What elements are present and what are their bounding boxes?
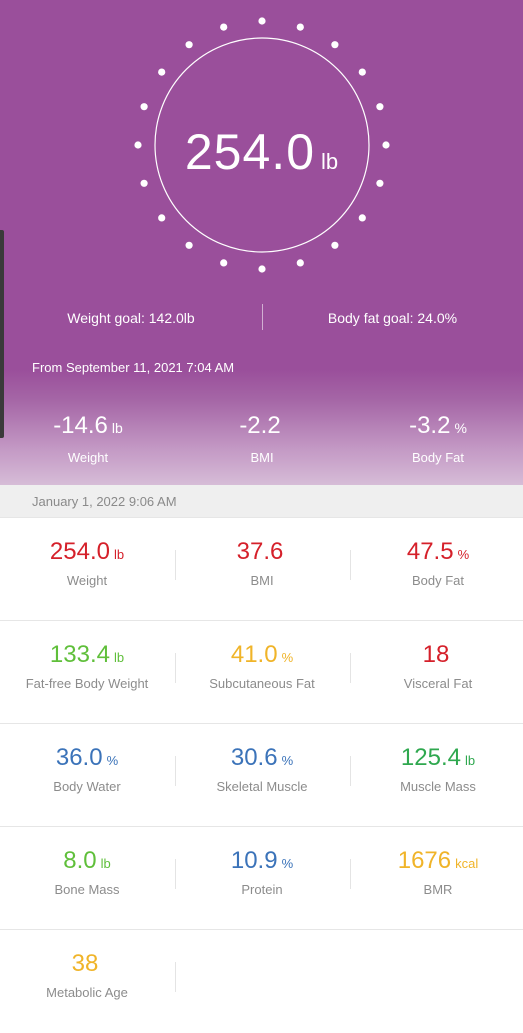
dial-tick-dot (158, 69, 165, 76)
metric-value: 254.0 (50, 538, 110, 565)
measurement-date-bar: January 1, 2022 9:06 AM (0, 485, 523, 517)
metric-value: 37.6 (237, 538, 284, 565)
metric-label: Muscle Mass (351, 779, 523, 794)
metric-weight[interactable]: 254.0 lb Weight (0, 518, 174, 621)
metric-body-fat[interactable]: 47.5% Body Fat (351, 518, 523, 621)
weight-summary-header: 254.0 lb Weight goal: 142.0lb Body fat go… (0, 0, 523, 485)
metrics-row: 133.4 lb Fat-free Body Weight 41.0% Subcu… (0, 620, 523, 724)
metric-unit: kcal (455, 856, 478, 871)
metric-bone-mass[interactable]: 8.0 lb Bone Mass (0, 827, 174, 930)
metric-label: BMI (175, 573, 349, 588)
dial-tick-dot (376, 103, 383, 110)
metric-value: 8.0 (63, 847, 96, 874)
current-weight: 254.0 lb (0, 123, 523, 181)
metric-value: 47.5 (407, 538, 454, 565)
metric-value: 1676 (398, 847, 451, 874)
metric-label: Subcutaneous Fat (175, 676, 349, 691)
column-divider (175, 962, 176, 992)
weight-change-label: Weight (1, 450, 175, 465)
metric-body-water[interactable]: 36.0% Body Water (0, 724, 174, 827)
bmi-change-label: BMI (175, 450, 349, 465)
dial-tick-dot (297, 259, 304, 266)
metrics-row: 36.0% Body Water 30.6% Skeletal Muscle 1… (0, 723, 523, 827)
metric-fat-free-body-weight[interactable]: 133.4 lb Fat-free Body Weight (0, 621, 174, 724)
metric-visceral-fat[interactable]: 18 Visceral Fat (351, 621, 523, 724)
metric-label: Fat-free Body Weight (0, 676, 174, 691)
metric-unit: % (282, 856, 294, 871)
current-weight-unit: lb (321, 149, 338, 174)
metric-unit: lb (114, 547, 124, 562)
metric-label: Metabolic Age (0, 985, 174, 1000)
measurement-date: January 1, 2022 9:06 AM (32, 494, 177, 509)
metric-label: Bone Mass (0, 882, 174, 897)
metric-unit: % (282, 650, 294, 665)
metric-unit: % (282, 753, 294, 768)
metric-bmr[interactable]: 1676 kcal BMR (351, 827, 523, 930)
metric-label: Body Fat (351, 573, 523, 588)
metric-value: 133.4 (50, 641, 110, 668)
metric-value: 125.4 (401, 744, 461, 771)
dial-tick-dot (186, 41, 193, 48)
metric-protein[interactable]: 10.9% Protein (175, 827, 349, 930)
metric-value: 30.6 (231, 744, 278, 771)
metric-value: 18 (423, 641, 450, 668)
body-fat-change: -3.2% Body Fat (351, 412, 523, 465)
weight-change: -14.6 lb Weight (1, 412, 175, 465)
dial-tick-dot (220, 259, 227, 266)
metric-unit: % (458, 547, 470, 562)
metrics-row: 254.0 lb Weight 37.6 BMI 47.5% Body Fat (0, 517, 523, 621)
body-fat-goal[interactable]: Body fat goal: 24.0% (262, 310, 523, 326)
dial-tick-dot (331, 41, 338, 48)
dial-tick-dot (220, 24, 227, 31)
metric-label: Visceral Fat (351, 676, 523, 691)
weight-change-value: -14.6 (53, 412, 108, 439)
dial-tick-dot (359, 214, 366, 221)
body-fat-change-unit: % (454, 420, 466, 436)
dial-tick-dot (186, 242, 193, 249)
dial-tick-dot (359, 69, 366, 76)
metric-unit: lb (101, 856, 111, 871)
metric-label: BMR (351, 882, 523, 897)
dial-tick-dot (258, 17, 265, 24)
metric-metabolic-age[interactable]: 38 Metabolic Age (0, 930, 174, 1033)
metric-subcutaneous-fat[interactable]: 41.0% Subcutaneous Fat (175, 621, 349, 724)
body-fat-change-label: Body Fat (351, 450, 523, 465)
dial-tick-dot (158, 214, 165, 221)
metric-skeletal-muscle[interactable]: 30.6% Skeletal Muscle (175, 724, 349, 827)
bmi-change: -2.2 BMI (175, 412, 349, 465)
metric-unit: % (107, 753, 119, 768)
metric-unit: lb (465, 753, 475, 768)
current-weight-value: 254.0 (185, 124, 315, 180)
metric-unit: lb (114, 650, 124, 665)
metric-label: Body Water (0, 779, 174, 794)
weight-change-unit: lb (112, 420, 123, 436)
metric-value: 36.0 (56, 744, 103, 771)
goals-row: Weight goal: 142.0lb Body fat goal: 24.0… (0, 304, 523, 330)
metric-label: Weight (0, 573, 174, 588)
dial-tick-dot (331, 242, 338, 249)
since-date-label: From September 11, 2021 7:04 AM (32, 360, 234, 375)
metric-muscle-mass[interactable]: 125.4 lb Muscle Mass (351, 724, 523, 827)
bmi-change-value: -2.2 (239, 412, 280, 439)
dial-tick-dot (141, 103, 148, 110)
metric-bmi[interactable]: 37.6 BMI (175, 518, 349, 621)
metric-label: Skeletal Muscle (175, 779, 349, 794)
dial-tick-dot (297, 24, 304, 31)
edge-panel-handle[interactable] (0, 230, 4, 438)
weight-goal[interactable]: Weight goal: 142.0lb (0, 310, 262, 326)
metrics-row: 8.0 lb Bone Mass 10.9% Protein 1676 kcal B… (0, 826, 523, 930)
metric-value: 38 (72, 950, 99, 977)
dial-tick-dot (258, 265, 265, 272)
metric-value: 10.9 (231, 847, 278, 874)
metric-label: Protein (175, 882, 349, 897)
body-fat-change-value: -3.2 (409, 412, 450, 439)
metrics-row: 38 Metabolic Age (0, 929, 523, 1025)
metric-value: 41.0 (231, 641, 278, 668)
